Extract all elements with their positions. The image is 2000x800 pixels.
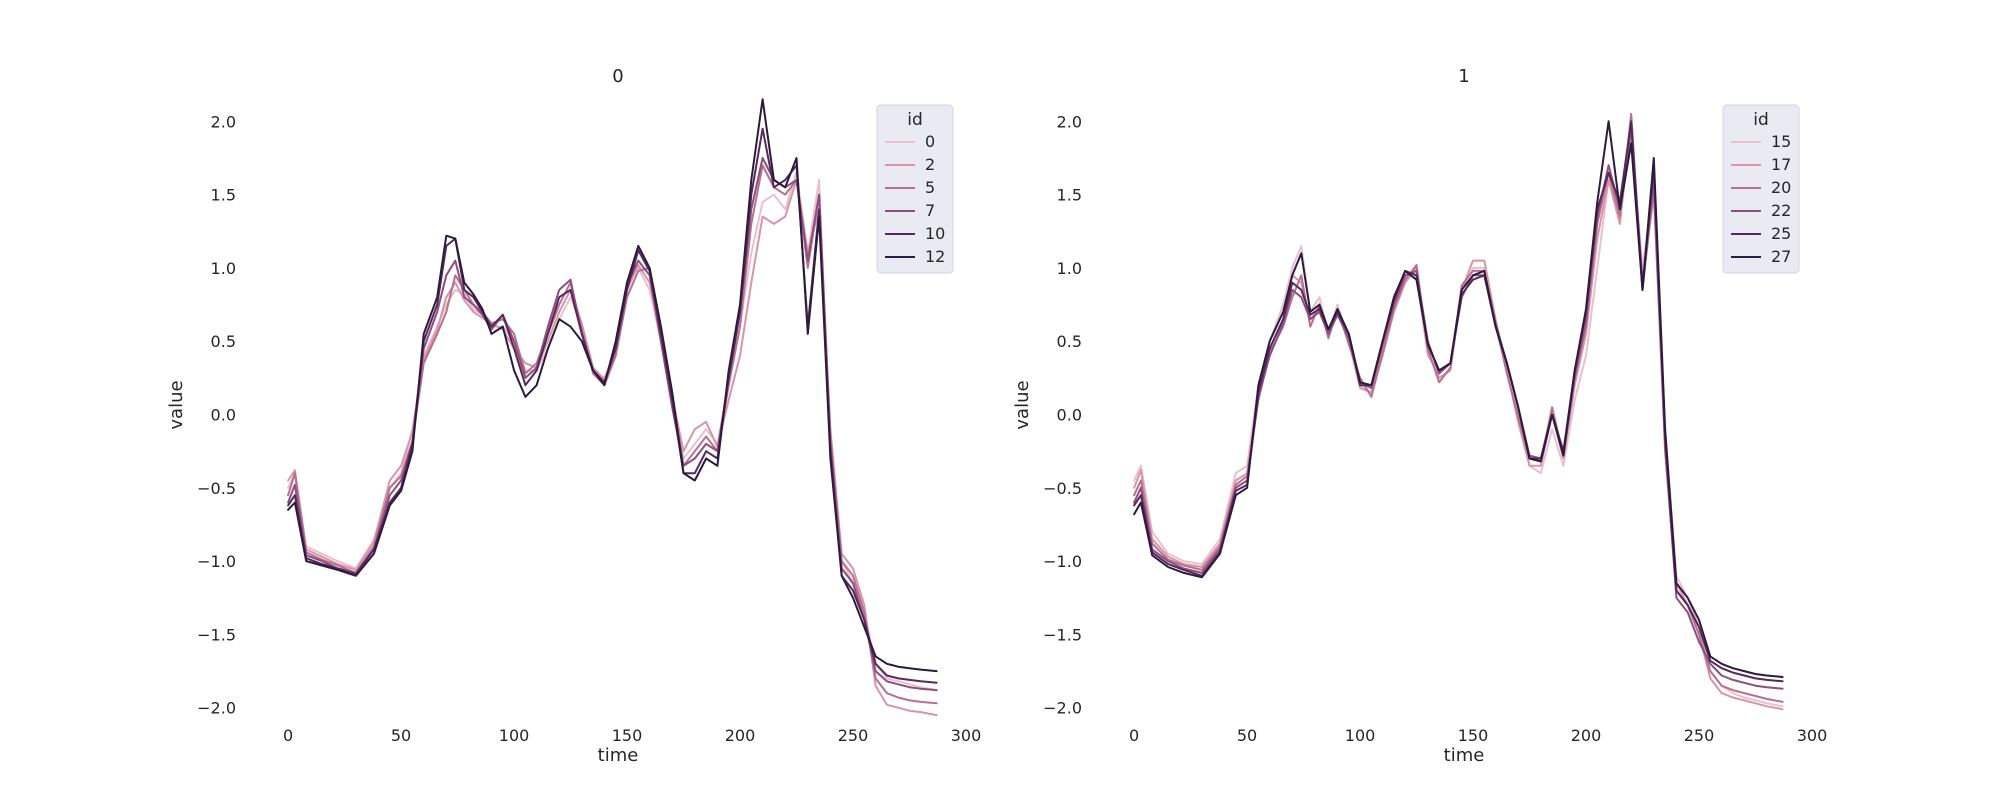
x-tick-label: 200 [725,726,756,745]
y-tick-label: 2.0 [211,112,236,131]
x-tick-label: 250 [1684,726,1715,745]
y-tick-label: 1.5 [1057,186,1082,205]
y-tick-labels: −2.0 −1.5 −1.0 −0.5 0.0 0.5 1.0 1.5 2.0 [1043,112,1082,717]
y-tick-label: −1.5 [197,625,236,644]
legend-entry: 7 [925,201,935,220]
y-tick-label: 1.0 [1057,259,1082,278]
x-tick-label: 150 [612,726,643,745]
subplot-0: 0 time value −2.0 −1.5 −1.0 −0.5 0.0 0.5 1.0 1.… [166,66,981,766]
series-line-7 [287,157,938,692]
subplot-title: 0 [612,66,623,87]
y-tick-label: 0.0 [1057,406,1082,425]
y-tick-label: −0.5 [197,479,236,498]
subplot-title: 1 [1458,66,1469,87]
y-tick-label: 0.5 [211,332,236,351]
x-tick-label: 300 [1797,726,1828,745]
y-tick-label: 1.5 [211,186,236,205]
legend-entry: 2 [925,155,935,174]
y-tick-label: −1.5 [1043,625,1082,644]
y-tick-label: −1.0 [197,552,236,571]
subplot-1: 1 time value −2.0 −1.5 −1.0 −0.5 0.0 0.5 1.0 1.… [1012,66,1827,766]
series-line-17 [1133,120,1784,711]
x-tick-label: 50 [391,726,411,745]
legend: id0 2 5 7 10 12 [876,104,954,274]
y-axis-label: value [1012,380,1033,429]
series-line-20 [1133,113,1784,703]
x-tick-label: 50 [1237,726,1257,745]
series-line-22 [1133,127,1784,690]
legend-entry: 5 [925,178,935,197]
y-tick-label: 0.0 [211,406,236,425]
legend-title: id [907,110,923,130]
x-axis-label: time [1444,745,1485,766]
series-line-10 [287,127,938,684]
legend-title: id [1753,110,1769,130]
legend-entry: 0 [925,132,935,151]
series-line-12 [287,98,938,673]
x-tick-label: 100 [1345,726,1376,745]
x-tick-label: 250 [838,726,869,745]
y-tick-label: −2.0 [197,699,236,718]
y-tick-label: 1.0 [211,259,236,278]
legend-entry: 27 [1771,247,1791,266]
legend-entry: 12 [925,247,945,266]
legend-entry: 20 [1771,178,1791,197]
series-line-5 [287,164,938,705]
series-lines [1133,113,1784,711]
y-tick-label: −2.0 [1043,699,1082,718]
series-line-0 [287,171,938,692]
y-tick-label: 0.5 [1057,332,1082,351]
legend-entry: 17 [1771,155,1791,174]
x-axis-label: time [598,745,639,766]
series-line-2 [287,179,938,717]
series-line-25 [1133,120,1784,683]
x-tick-label: 100 [499,726,530,745]
legend-entry: 25 [1771,224,1791,243]
x-tick-label: 200 [1571,726,1602,745]
y-axis-label: value [166,380,187,429]
y-tick-label: 2.0 [1057,112,1082,131]
y-tick-label: −0.5 [1043,479,1082,498]
x-tick-label: 0 [283,726,293,745]
x-tick-label: 300 [951,726,982,745]
x-tick-labels: 0 50 100 150 200 250 300 [283,726,981,745]
legend-entry: 10 [925,224,945,243]
legend-entry: 22 [1771,201,1791,220]
legend-entry: 15 [1771,132,1791,151]
x-tick-label: 0 [1129,726,1139,745]
x-tick-label: 150 [1458,726,1489,745]
y-tick-labels: −2.0 −1.5 −1.0 −0.5 0.0 0.5 1.0 1.5 2.0 [197,112,236,717]
series-line-15 [1133,135,1784,708]
x-tick-labels: 0 50 100 150 200 250 300 [1129,726,1827,745]
series-lines [287,98,938,717]
series-line-27 [1133,120,1784,678]
y-tick-label: −1.0 [1043,552,1082,571]
